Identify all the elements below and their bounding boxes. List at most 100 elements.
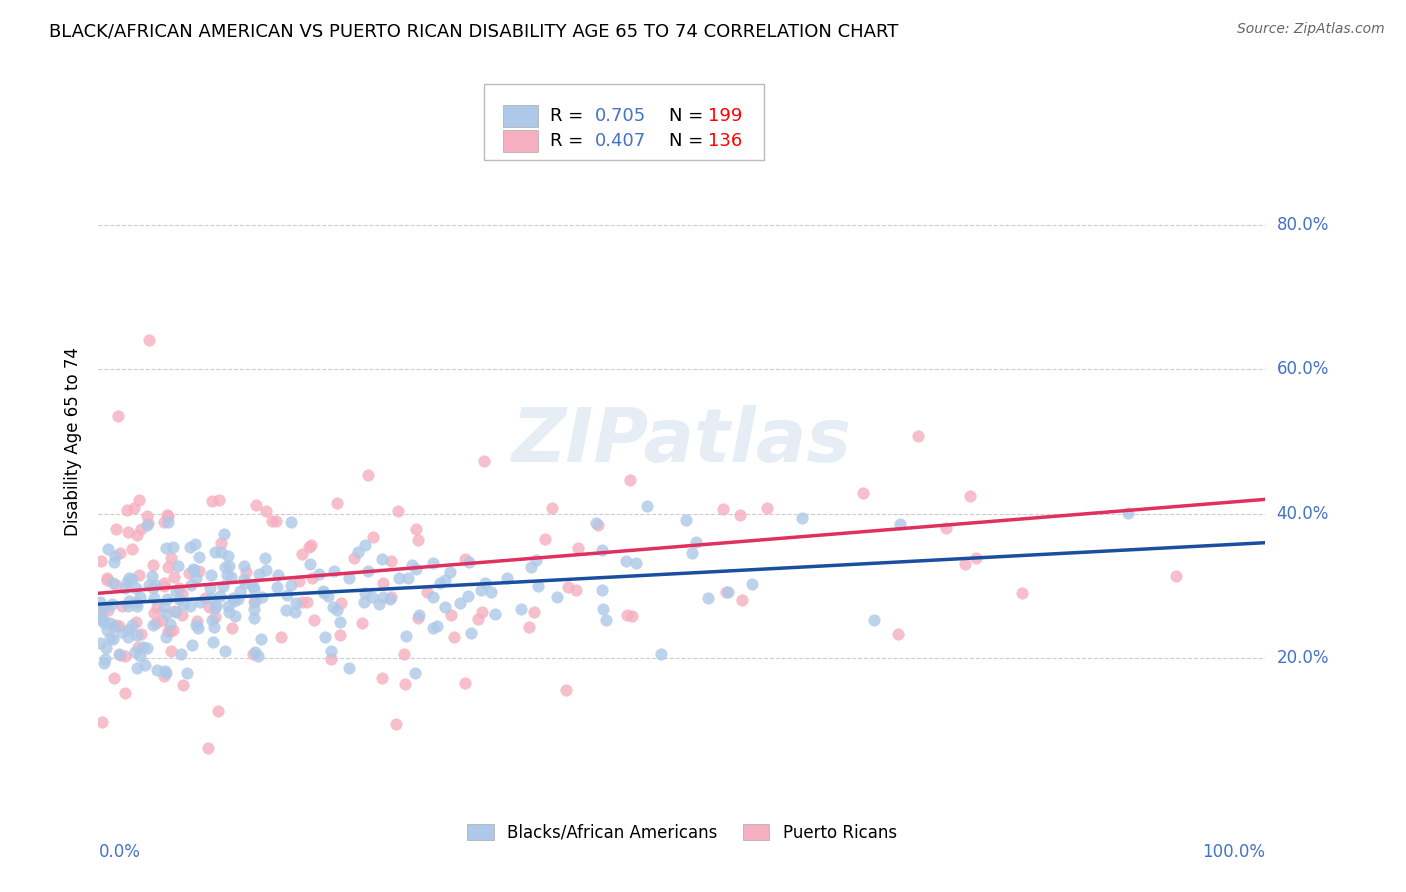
Point: [162, 540, 184, 554]
Point: [166, 559, 188, 574]
Text: 40.0%: 40.0%: [1277, 505, 1329, 523]
Point: [433, 573, 456, 587]
Point: [145, 663, 167, 677]
Y-axis label: Disability Age 65 to 74: Disability Age 65 to 74: [65, 347, 83, 536]
Point: [194, 591, 217, 605]
Point: [484, 607, 506, 622]
Point: [218, 558, 240, 573]
Point: [125, 581, 148, 595]
Point: [218, 605, 240, 619]
Point: [117, 599, 139, 614]
Point: [179, 599, 201, 613]
Point: [89, 601, 111, 615]
Point: [731, 592, 754, 607]
Point: [101, 597, 124, 611]
Text: 0.705: 0.705: [595, 107, 645, 126]
Point: [323, 564, 346, 578]
Point: [186, 571, 208, 585]
Text: N =: N =: [645, 107, 709, 126]
Point: [422, 590, 444, 604]
Text: 136: 136: [707, 132, 742, 150]
Point: [287, 574, 309, 589]
Point: [127, 640, 149, 655]
Point: [214, 527, 236, 541]
Point: [179, 541, 201, 555]
Point: [90, 602, 112, 616]
Point: [361, 530, 384, 544]
Point: [153, 599, 176, 614]
Point: [280, 515, 302, 529]
Point: [181, 639, 204, 653]
Point: [93, 615, 115, 630]
Point: [219, 570, 242, 584]
Point: [129, 627, 152, 641]
Point: [380, 590, 402, 604]
Text: R =: R =: [550, 107, 589, 126]
Point: [1116, 507, 1139, 521]
Point: [214, 643, 236, 657]
Point: [209, 545, 232, 559]
Point: [93, 656, 115, 670]
Point: [449, 596, 471, 610]
Point: [650, 647, 672, 661]
Point: [128, 568, 150, 582]
Point: [675, 513, 697, 527]
Point: [150, 613, 173, 627]
Point: [93, 614, 115, 628]
Point: [159, 616, 181, 631]
Point: [105, 578, 128, 592]
Point: [696, 591, 718, 606]
Text: N =: N =: [645, 132, 709, 150]
FancyBboxPatch shape: [503, 130, 538, 152]
Point: [280, 578, 302, 592]
Point: [121, 541, 143, 556]
Point: [221, 621, 243, 635]
Point: [142, 606, 165, 620]
Point: [165, 583, 187, 598]
Point: [183, 563, 205, 577]
Point: [97, 542, 120, 557]
Point: [291, 595, 314, 609]
Point: [136, 640, 159, 655]
Point: [685, 534, 707, 549]
Text: 0.0%: 0.0%: [98, 843, 141, 861]
Text: 20.0%: 20.0%: [1277, 649, 1329, 667]
Point: [153, 575, 176, 590]
Text: 80.0%: 80.0%: [1277, 216, 1329, 234]
Point: [160, 644, 183, 658]
Point: [103, 620, 125, 634]
Point: [124, 645, 146, 659]
Point: [394, 677, 416, 691]
Point: [319, 644, 342, 658]
Point: [308, 567, 330, 582]
Point: [111, 599, 134, 613]
Point: [129, 648, 152, 663]
Point: [188, 565, 211, 579]
Point: [155, 630, 177, 644]
Point: [107, 647, 129, 661]
Point: [179, 566, 201, 580]
Point: [125, 595, 148, 609]
Point: [90, 607, 112, 621]
Point: [392, 647, 415, 661]
Point: [156, 509, 179, 524]
Point: [354, 586, 377, 600]
Legend: Blacks/African Americans, Puerto Ricans: Blacks/African Americans, Puerto Ricans: [461, 817, 903, 848]
Point: [496, 571, 519, 585]
Point: [266, 580, 288, 594]
Point: [591, 543, 613, 558]
Point: [852, 486, 875, 500]
Point: [314, 585, 336, 599]
Point: [155, 541, 177, 555]
Point: [354, 538, 377, 552]
Point: [142, 581, 165, 595]
Point: [322, 600, 344, 615]
Point: [422, 557, 444, 571]
Point: [439, 566, 461, 580]
Text: R =: R =: [550, 132, 589, 150]
Point: [114, 686, 136, 700]
Point: [755, 500, 778, 515]
Point: [557, 580, 579, 594]
Point: [111, 625, 134, 640]
Point: [125, 615, 148, 630]
